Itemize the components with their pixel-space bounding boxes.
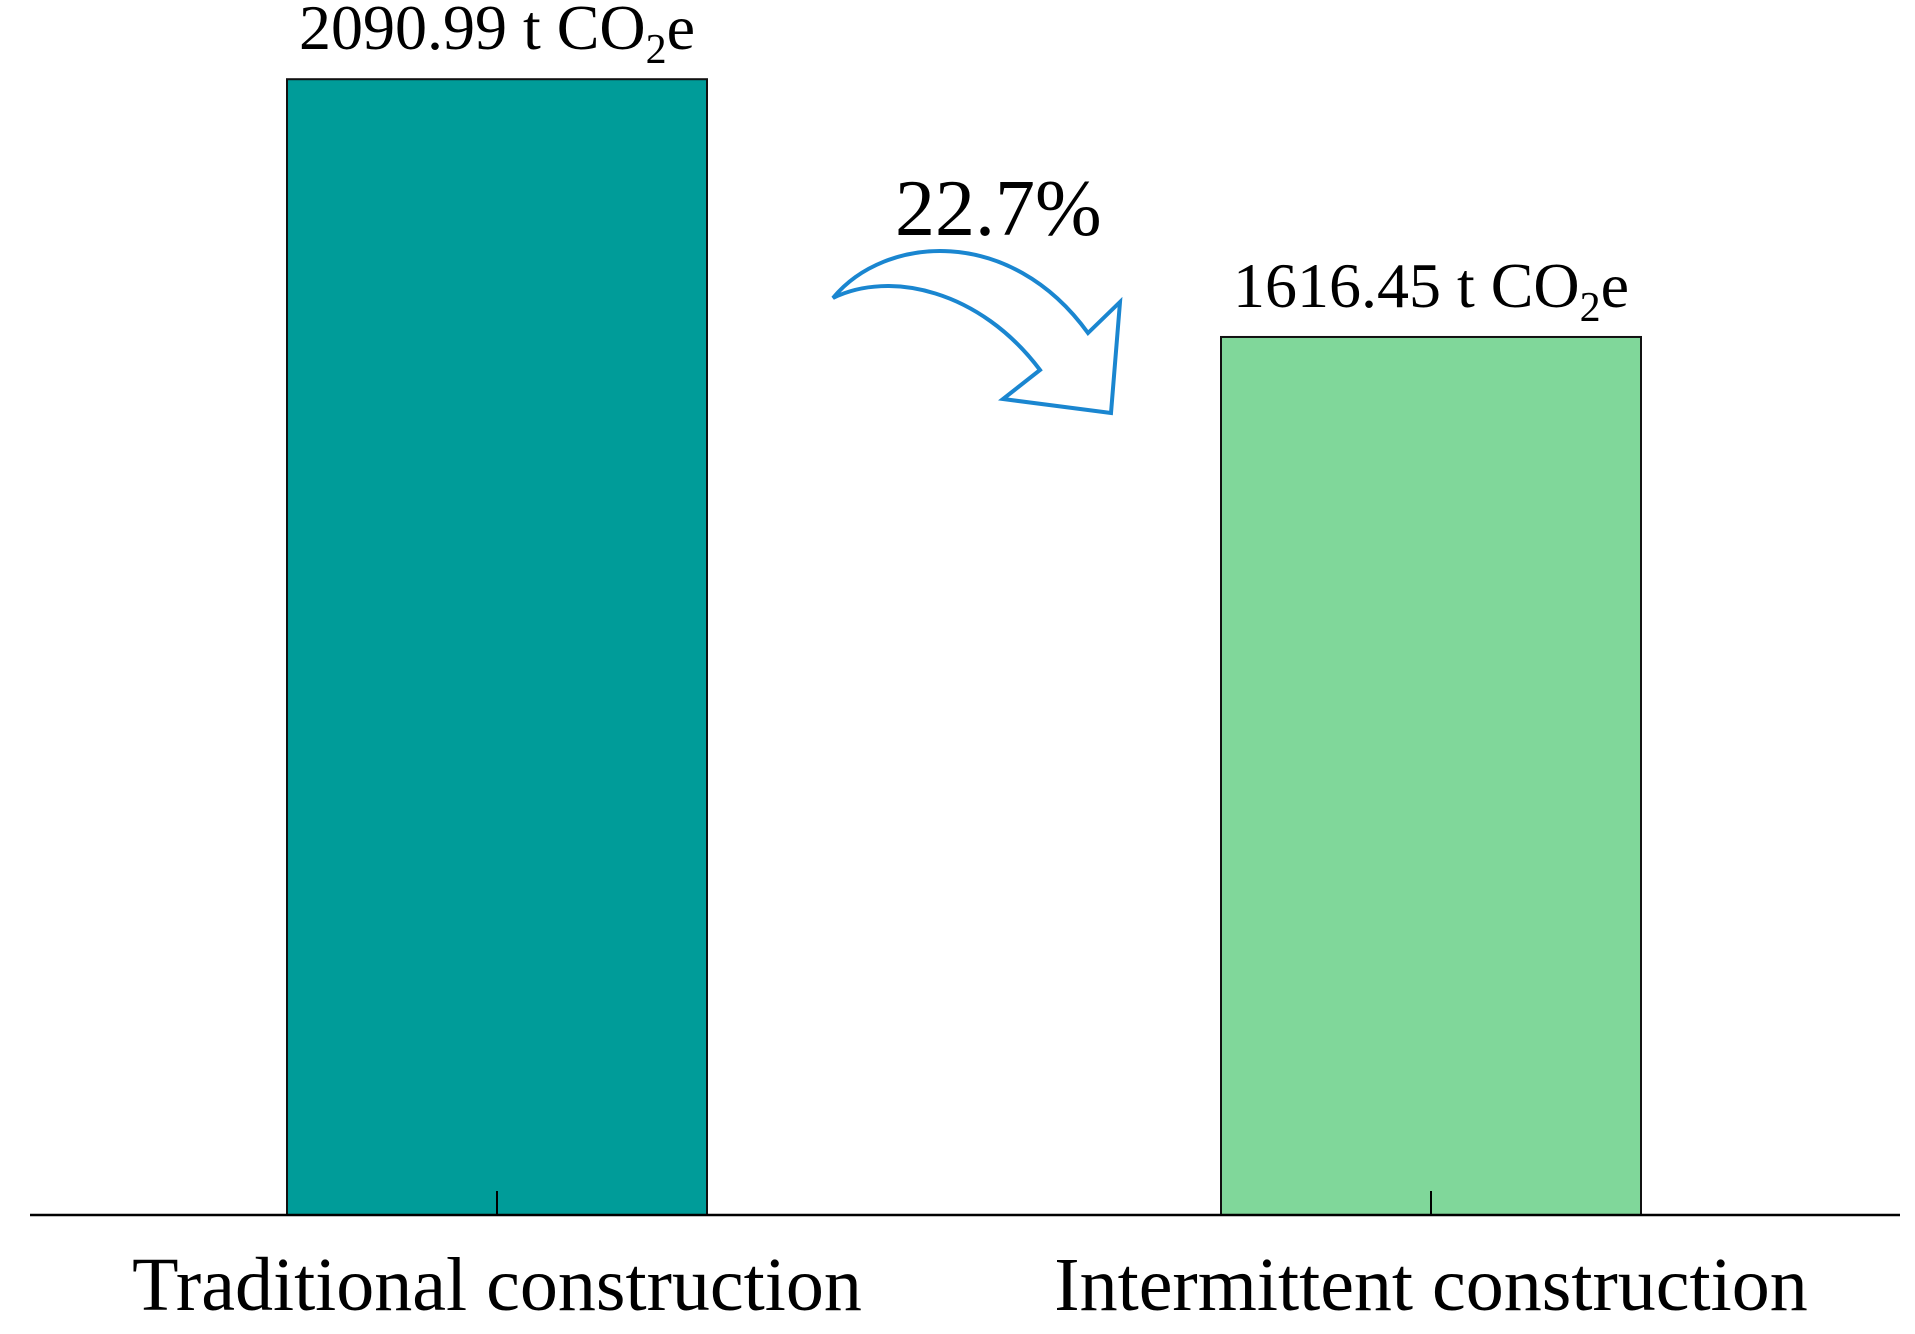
- x-tick-labels-group: Traditional construction Intermittent con…: [132, 1243, 1808, 1327]
- data-label: 1616.45 t CO2e: [1233, 250, 1629, 331]
- x-tick-label: Traditional construction: [132, 1243, 862, 1327]
- value-labels-group: 2090.99 t CO2e 1616.45 t CO2e: [299, 0, 1629, 331]
- data-label: 2090.99 t CO2e: [299, 0, 695, 73]
- x-ticks-group: [496, 1191, 1432, 1215]
- bar-intermittent: [1220, 335, 1642, 1216]
- reduction-arrow: [831, 249, 1123, 416]
- bar-traditional: [286, 78, 708, 1216]
- x-tick-label: Intermittent construction: [1054, 1243, 1807, 1327]
- reduction-percent-label: 22.7%: [895, 165, 1102, 253]
- bars-group: [286, 78, 1642, 1216]
